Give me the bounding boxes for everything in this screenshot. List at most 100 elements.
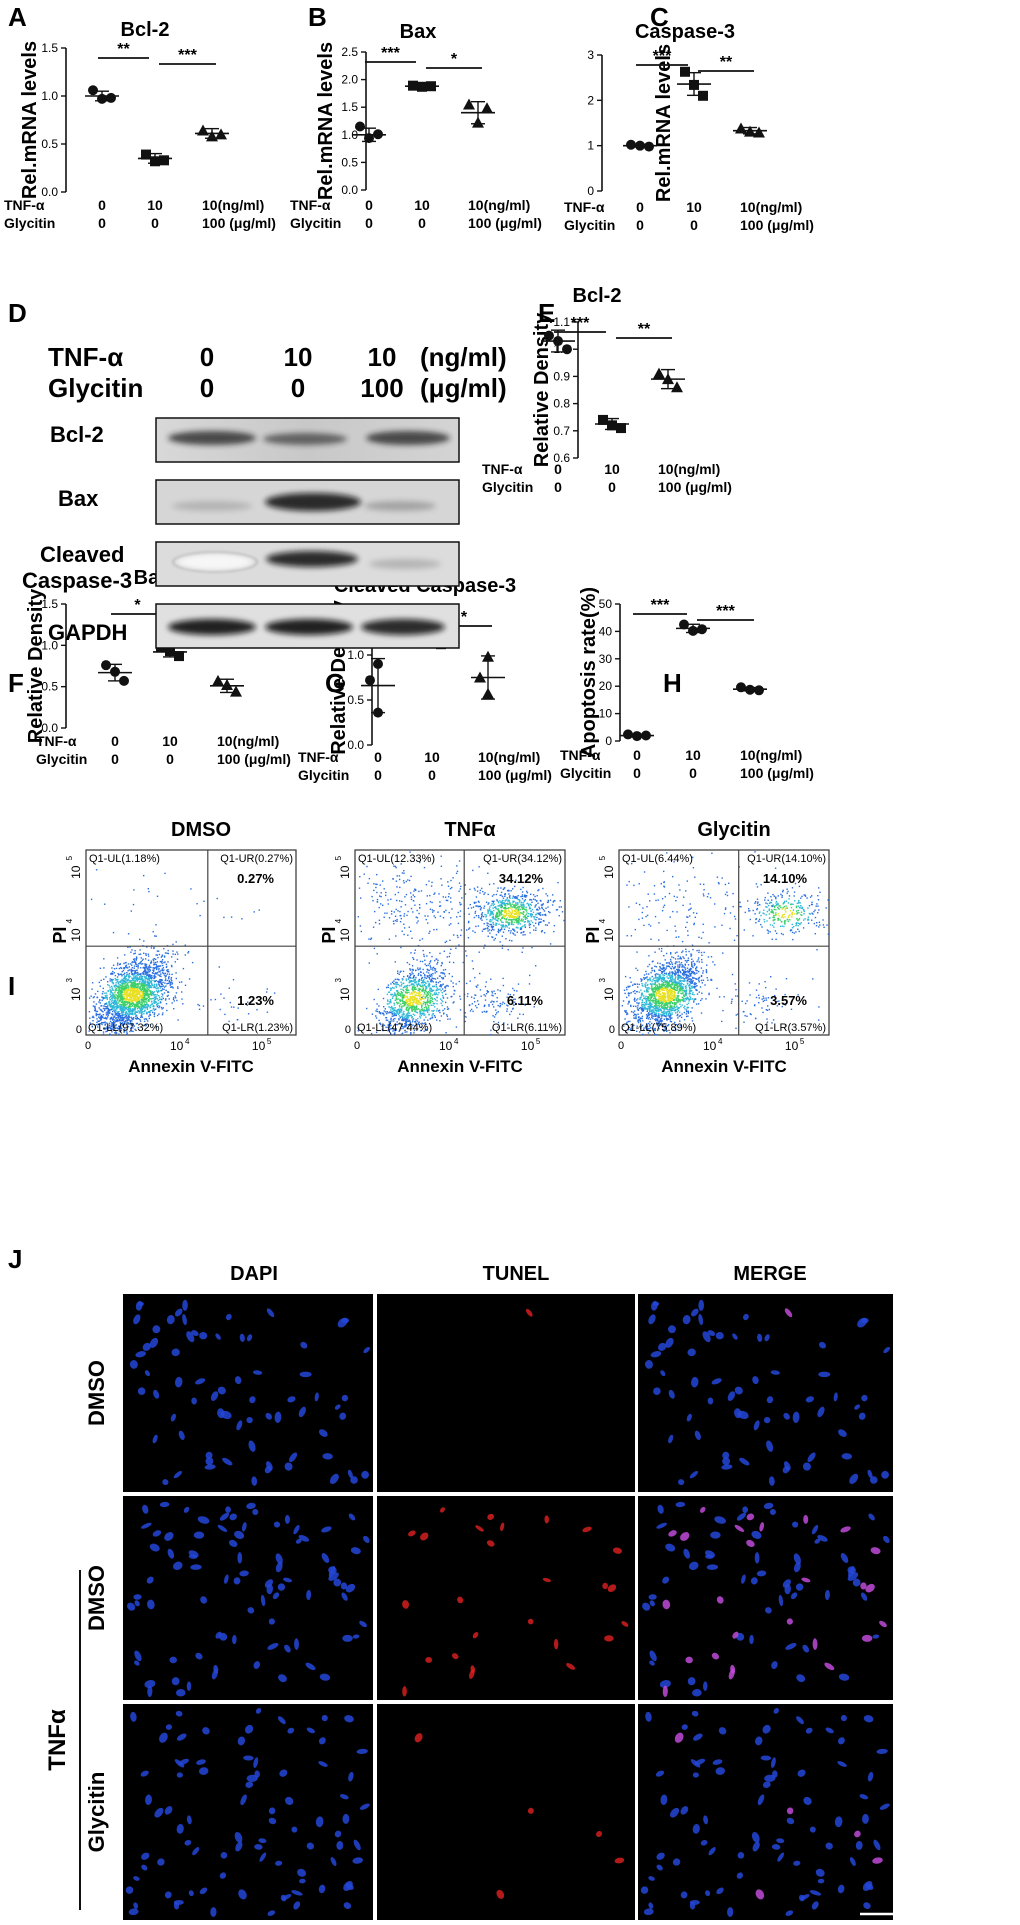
flow-event xyxy=(132,985,134,988)
flow-event xyxy=(167,994,169,997)
flow-event xyxy=(536,912,538,914)
flow-event xyxy=(160,1002,162,1004)
flow-event xyxy=(125,987,127,990)
data-point xyxy=(616,423,626,434)
flow-event xyxy=(153,980,155,982)
flow-event xyxy=(522,947,524,949)
condition-value-label: 100 (μg/ml) xyxy=(478,767,552,783)
flow-event xyxy=(167,969,169,971)
flow-event xyxy=(139,980,141,983)
flow-event xyxy=(526,915,529,917)
flow-event xyxy=(402,989,404,991)
flow-event xyxy=(161,962,163,964)
flow-event xyxy=(505,921,507,923)
flow-event xyxy=(410,1005,412,1007)
flow-event xyxy=(140,978,142,981)
flow-event xyxy=(90,995,92,997)
flow-event xyxy=(520,919,523,921)
flow-event xyxy=(641,1005,643,1007)
flow-event xyxy=(152,1008,155,1010)
flow-event xyxy=(506,1008,508,1010)
flow-event xyxy=(123,993,125,996)
flow-event xyxy=(433,910,435,912)
flow-event xyxy=(406,1031,408,1033)
flow-event xyxy=(139,967,142,969)
flow-event xyxy=(158,965,160,967)
flow-event xyxy=(145,953,147,955)
flow-event xyxy=(157,1004,159,1007)
flow-event xyxy=(434,1016,436,1018)
flow-event xyxy=(132,903,135,906)
wb-band-bcl2-lane2 xyxy=(263,433,347,445)
flow-event xyxy=(655,988,657,990)
flow-event xyxy=(123,989,126,991)
flow-event xyxy=(419,988,422,990)
flow-event xyxy=(400,991,402,993)
flow-event xyxy=(395,880,398,882)
flow-event xyxy=(439,952,441,955)
flow-event xyxy=(140,1009,142,1011)
flow-event xyxy=(112,1018,114,1020)
flow-event xyxy=(409,977,412,979)
flow-event xyxy=(389,987,392,989)
flow-event xyxy=(398,1015,401,1017)
flow-event xyxy=(508,939,511,942)
flow-event xyxy=(145,967,147,969)
chart-title: Bcl-2 xyxy=(121,19,170,41)
flow-event xyxy=(141,980,144,982)
flow-event xyxy=(125,966,128,969)
flow-event xyxy=(447,881,449,883)
flow-event xyxy=(503,1022,505,1024)
flow-event xyxy=(417,989,419,992)
flow-event xyxy=(402,1002,405,1004)
flow-event xyxy=(115,1001,117,1003)
flow-event xyxy=(516,917,519,920)
flow-event xyxy=(474,994,477,996)
flow-event xyxy=(135,1000,137,1003)
flow-event xyxy=(133,958,136,960)
flow-event xyxy=(408,963,411,966)
flow-event xyxy=(427,994,429,996)
flow-event xyxy=(155,973,157,975)
flow-event xyxy=(111,1028,113,1031)
flow-event xyxy=(135,962,137,965)
condition-row-label: TNF-α xyxy=(290,197,331,213)
flow-event xyxy=(405,1026,407,1028)
condition-value-label: 100 (μg/ml) xyxy=(217,751,291,767)
flow-event xyxy=(122,979,124,981)
flow-event xyxy=(495,934,498,936)
flow-event xyxy=(408,1005,410,1007)
flow-event xyxy=(543,914,545,916)
flow-event xyxy=(497,931,500,934)
flow-event xyxy=(547,899,549,902)
data-point xyxy=(481,102,493,114)
flow-event xyxy=(387,1030,389,1032)
flow-event xyxy=(136,963,138,966)
flow-event xyxy=(412,957,414,959)
flow-event xyxy=(129,1004,131,1006)
flow-event xyxy=(473,916,476,919)
flow-event xyxy=(669,988,671,990)
flow-event xyxy=(112,973,114,975)
data-point xyxy=(632,731,642,742)
flow-event xyxy=(100,1017,103,1019)
flow-event xyxy=(116,1020,118,1023)
flow-event xyxy=(497,920,499,922)
flow-event xyxy=(125,996,128,998)
flow-event xyxy=(150,1004,152,1006)
flow-event xyxy=(114,999,117,1001)
flow-event xyxy=(549,899,552,901)
flow-event xyxy=(256,1009,258,1011)
flow-event xyxy=(469,888,471,891)
flow-event xyxy=(105,1014,108,1016)
flow-event xyxy=(127,970,129,972)
flow-event xyxy=(161,954,164,956)
flow-event xyxy=(120,1012,123,1014)
flow-event xyxy=(112,1023,114,1025)
flow-event xyxy=(431,989,433,991)
flow-event xyxy=(455,872,458,874)
flow-event xyxy=(391,997,394,999)
flow-event xyxy=(111,1000,113,1002)
flow-event xyxy=(165,998,167,1000)
flow-event xyxy=(126,1029,128,1031)
